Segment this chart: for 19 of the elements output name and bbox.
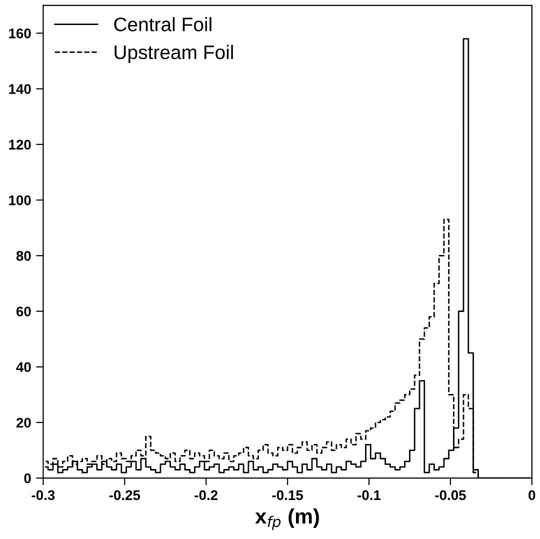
y-tick-label: 160 xyxy=(9,28,31,38)
legend-label: Central Foil xyxy=(114,17,212,32)
x-tick-label: -0.05 xyxy=(435,490,466,500)
x-tick-label: 0 xyxy=(528,490,536,500)
y-tick-label: 140 xyxy=(9,84,31,94)
x-axis-title: x$_{fp}$ (m) xyxy=(255,508,319,530)
x-tick-label: -0.1 xyxy=(358,490,381,500)
x-tick-label: -0.15 xyxy=(272,490,303,500)
legend-label: Upstream Foil xyxy=(114,44,233,64)
y-tick-label: 20 xyxy=(16,418,31,428)
x-tick-label: -0.2 xyxy=(194,490,218,500)
y-tick-label: 80 xyxy=(16,250,31,261)
y-tick-label: 100 xyxy=(9,195,31,206)
y-tick-label: 120 xyxy=(9,140,31,150)
y-tick-label: 60 xyxy=(16,306,31,316)
y-tick-label: 40 xyxy=(16,362,31,372)
y-tick-label: 0 xyxy=(24,473,31,484)
x-tick-label: -0.3 xyxy=(32,490,55,500)
x-tick-label: -0.25 xyxy=(109,490,140,500)
